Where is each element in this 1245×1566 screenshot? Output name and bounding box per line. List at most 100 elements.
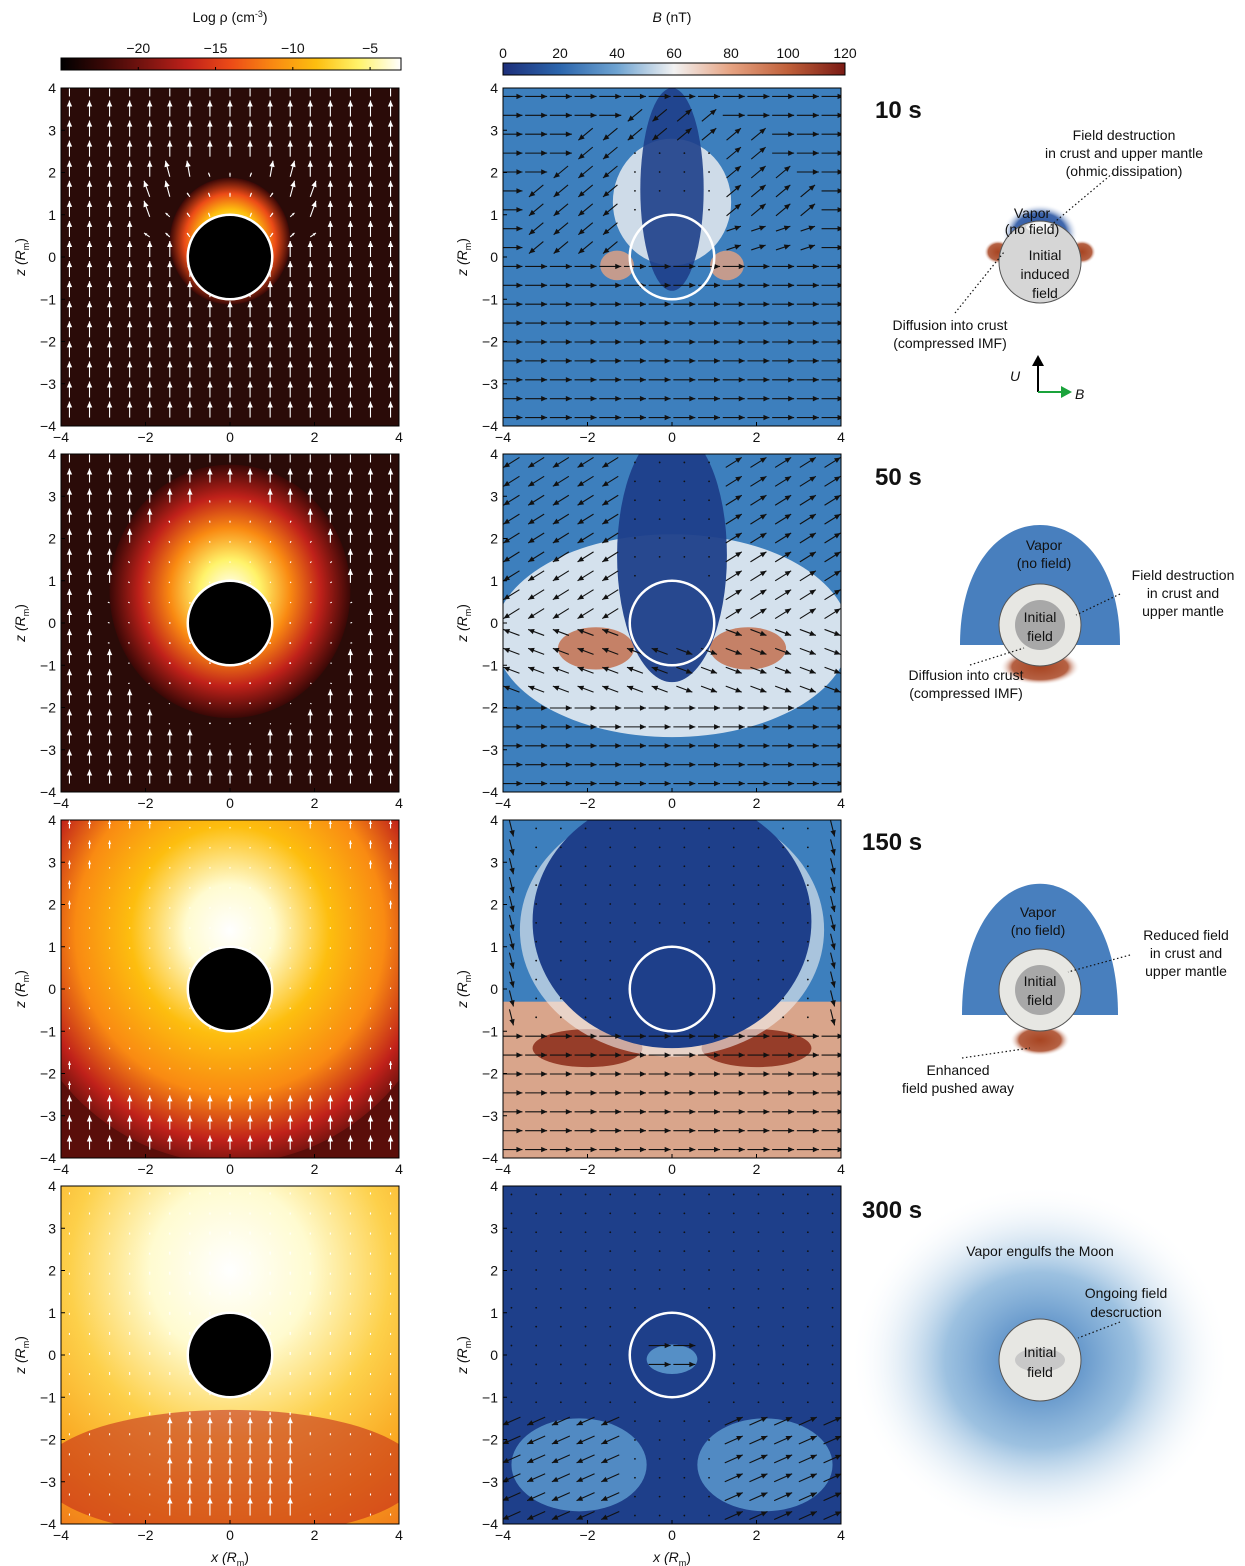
field-vector-head (763, 1146, 770, 1153)
field-vector (782, 846, 785, 849)
field-vector (831, 1231, 834, 1234)
field-colorbar-tick: 40 (609, 45, 625, 61)
density-vector-head (367, 321, 374, 328)
density-vector-head (167, 120, 173, 127)
density-vector-head (388, 1081, 393, 1085)
field-vector (782, 865, 785, 868)
density-vector-head (327, 261, 334, 268)
density-vector-head (207, 120, 213, 127)
density-vector-head (309, 1432, 311, 1434)
density-vector-head (86, 729, 93, 736)
field-vector (757, 1363, 760, 1366)
field-vector-head (639, 339, 646, 345)
density-vector (249, 662, 251, 665)
field-vector-head (664, 377, 671, 383)
field-vector-head (738, 724, 745, 730)
density-vector-head (329, 1392, 331, 1394)
density-vector-head (149, 1453, 151, 1455)
density-vector-head (387, 321, 394, 328)
density-vector (289, 682, 292, 685)
density-vector-head (387, 769, 394, 776)
density-vector-head (347, 200, 354, 207)
field-vector-head (812, 112, 819, 119)
density-vector-head (106, 261, 113, 268)
density-vector-head (168, 602, 170, 603)
field-vector-head (714, 1109, 721, 1115)
density-vector-head (367, 629, 374, 636)
density-vector-head (267, 80, 272, 86)
field-vector-head (837, 1052, 841, 1058)
density-vector-head (109, 1513, 110, 1515)
field-vector (782, 940, 785, 943)
field-vector-head (837, 761, 841, 768)
leader-line (954, 251, 1005, 314)
density-vector-head (327, 1135, 334, 1142)
density-vector-head (229, 172, 231, 175)
field-vector-head (601, 1457, 608, 1463)
field-vector-head (833, 649, 841, 655)
field-vector-head (565, 395, 572, 402)
field-vector-head (615, 414, 622, 421)
density-vector-head (328, 820, 332, 825)
moon-outline (628, 945, 716, 1033)
field-vector-head (809, 551, 816, 558)
field-vector-head (812, 169, 819, 175)
x-tick-label: 4 (395, 429, 403, 445)
density-vector-head (309, 967, 311, 969)
z-tick-label: 4 (48, 80, 56, 96)
density-vector-head (69, 1453, 70, 1455)
moon-outline (628, 213, 716, 301)
density-vector-head (387, 629, 394, 636)
annotation-text: field (1027, 992, 1053, 1008)
x-tick-label: 2 (753, 795, 761, 811)
density-vector-head (270, 541, 271, 542)
field-vector (683, 1439, 686, 1441)
x-tick-label: 2 (311, 795, 319, 811)
z-tick-label: −1 (482, 1389, 498, 1405)
density-vector-head (169, 1331, 171, 1334)
field-vector-head (837, 414, 841, 421)
density-vector-head (288, 80, 293, 86)
field-vector-head (783, 244, 791, 250)
density-vector-head (289, 967, 291, 969)
z-tick-label: 0 (490, 249, 498, 265)
field-vector-head (784, 608, 792, 615)
density-vector-head (387, 140, 394, 147)
density-vector-head (207, 401, 213, 408)
field-vector-head (615, 1090, 622, 1096)
field-vector (831, 1401, 834, 1404)
density-vector-head (106, 100, 113, 107)
density-vector-head (126, 160, 133, 167)
density-vector-head (86, 749, 93, 756)
field-vector (782, 1287, 785, 1290)
density-vector-head (89, 987, 90, 989)
density-vector-head (167, 1457, 173, 1464)
density-vector-head (86, 321, 93, 328)
field-vector-head (735, 457, 742, 463)
density-vector-head (168, 581, 170, 583)
density-vector-head (86, 508, 93, 515)
density-vector-head (66, 568, 73, 575)
field-vector-head (552, 629, 560, 635)
field-vector-head (577, 575, 585, 581)
field-vector-head (710, 649, 718, 655)
density-vector-head (330, 967, 331, 969)
field-vector-head (837, 1090, 841, 1096)
field-vector-head (565, 414, 572, 421)
density-vector-head (267, 140, 273, 147)
density-vector-head (147, 341, 153, 348)
field-vector-head (664, 395, 671, 402)
field-vector-head (810, 1435, 817, 1441)
density-vector-head (247, 381, 253, 388)
density-vector-head (169, 927, 171, 928)
field-vector (782, 978, 785, 981)
density-vector-head (309, 1087, 311, 1089)
density-vector-head (187, 1135, 193, 1142)
density-vector-head (247, 1115, 253, 1122)
field-vector (732, 903, 735, 905)
field-vector-head (738, 1090, 745, 1096)
field-vector-head (509, 905, 515, 913)
density-vector-head (327, 361, 334, 368)
density-vector-head (189, 1271, 191, 1274)
field-vector (658, 1420, 661, 1423)
